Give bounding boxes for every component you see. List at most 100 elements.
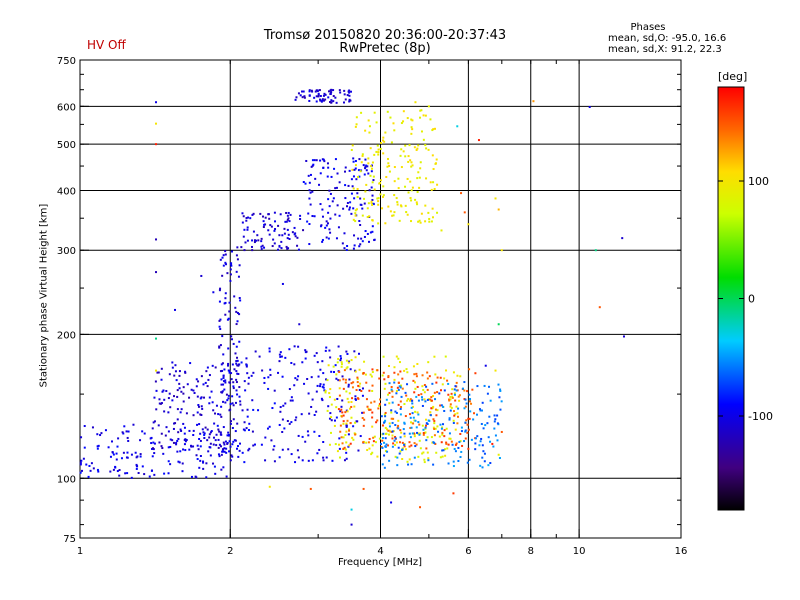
data-point bbox=[161, 390, 164, 393]
data-point bbox=[350, 401, 353, 404]
data-point bbox=[227, 369, 230, 372]
data-point bbox=[327, 364, 330, 367]
data-point bbox=[345, 441, 348, 444]
data-point bbox=[323, 160, 326, 163]
data-point bbox=[286, 237, 289, 240]
data-point bbox=[274, 220, 277, 223]
data-point bbox=[236, 246, 239, 249]
data-point bbox=[383, 378, 386, 381]
data-point bbox=[245, 219, 248, 222]
data-point bbox=[350, 90, 353, 93]
data-point bbox=[344, 166, 347, 169]
data-point bbox=[231, 363, 234, 366]
data-point bbox=[352, 160, 355, 163]
data-point bbox=[432, 426, 435, 429]
data-point bbox=[214, 366, 217, 369]
data-point bbox=[320, 100, 323, 103]
data-point bbox=[346, 244, 349, 247]
data-point bbox=[390, 141, 393, 144]
data-point bbox=[454, 450, 457, 453]
data-point bbox=[192, 414, 195, 417]
data-point bbox=[416, 147, 419, 150]
data-point bbox=[299, 218, 302, 221]
data-point bbox=[416, 203, 419, 206]
data-point bbox=[403, 435, 406, 438]
data-point bbox=[179, 411, 182, 414]
data-point bbox=[239, 442, 242, 445]
data-point bbox=[386, 110, 389, 113]
data-point bbox=[366, 215, 369, 218]
data-point bbox=[328, 349, 331, 352]
data-point bbox=[295, 416, 298, 419]
data-point bbox=[230, 262, 233, 265]
data-point bbox=[104, 429, 107, 432]
data-point bbox=[419, 161, 422, 164]
data-point bbox=[352, 425, 355, 428]
data-point bbox=[395, 392, 398, 395]
data-point bbox=[293, 345, 296, 348]
data-point bbox=[350, 405, 353, 408]
data-point bbox=[337, 226, 340, 229]
data-point bbox=[189, 444, 192, 447]
data-point bbox=[176, 408, 179, 411]
data-point bbox=[344, 448, 347, 451]
data-point bbox=[372, 440, 375, 443]
data-point bbox=[248, 422, 251, 425]
data-point bbox=[155, 101, 158, 104]
data-point bbox=[387, 429, 390, 432]
data-point bbox=[351, 168, 354, 171]
data-point bbox=[221, 369, 224, 372]
data-point bbox=[452, 371, 455, 374]
data-point bbox=[334, 158, 337, 161]
data-point bbox=[371, 194, 374, 197]
data-point bbox=[229, 445, 232, 448]
data-point bbox=[324, 390, 327, 393]
data-point bbox=[306, 220, 309, 223]
data-point bbox=[401, 387, 404, 390]
data-point bbox=[286, 218, 289, 221]
data-point bbox=[327, 166, 330, 169]
data-point bbox=[79, 463, 82, 466]
data-point bbox=[454, 428, 457, 431]
data-point bbox=[313, 413, 316, 416]
data-point bbox=[330, 416, 333, 419]
data-point bbox=[227, 433, 230, 436]
data-point bbox=[303, 382, 306, 385]
data-point bbox=[336, 397, 339, 400]
data-point bbox=[621, 237, 624, 240]
data-point bbox=[327, 211, 330, 214]
data-point bbox=[436, 376, 439, 379]
data-point bbox=[247, 382, 250, 385]
data-point bbox=[446, 447, 449, 450]
data-point bbox=[358, 175, 361, 178]
data-point bbox=[448, 437, 451, 440]
data-point bbox=[500, 400, 503, 403]
data-point bbox=[403, 421, 406, 424]
data-point bbox=[445, 369, 448, 372]
data-point bbox=[303, 96, 306, 99]
data-point bbox=[377, 222, 380, 225]
x-tick-label: 8 bbox=[528, 546, 534, 557]
phase-stats-title: Phases bbox=[630, 22, 666, 33]
data-point bbox=[428, 217, 431, 220]
data-point bbox=[385, 432, 388, 435]
data-point bbox=[127, 430, 130, 433]
data-point bbox=[445, 441, 448, 444]
data-point bbox=[309, 173, 312, 176]
data-point bbox=[409, 426, 412, 429]
data-point bbox=[382, 371, 385, 374]
data-point bbox=[328, 417, 331, 420]
data-point bbox=[424, 431, 427, 434]
data-point bbox=[397, 424, 400, 427]
data-point bbox=[367, 119, 370, 122]
data-point bbox=[300, 413, 303, 416]
data-point bbox=[407, 155, 410, 158]
data-point bbox=[440, 441, 443, 444]
data-point bbox=[220, 445, 223, 448]
data-point bbox=[236, 422, 239, 425]
data-point bbox=[231, 395, 234, 398]
data-point bbox=[319, 383, 322, 386]
data-point bbox=[232, 381, 235, 384]
data-point bbox=[532, 100, 535, 103]
data-point bbox=[241, 451, 244, 454]
